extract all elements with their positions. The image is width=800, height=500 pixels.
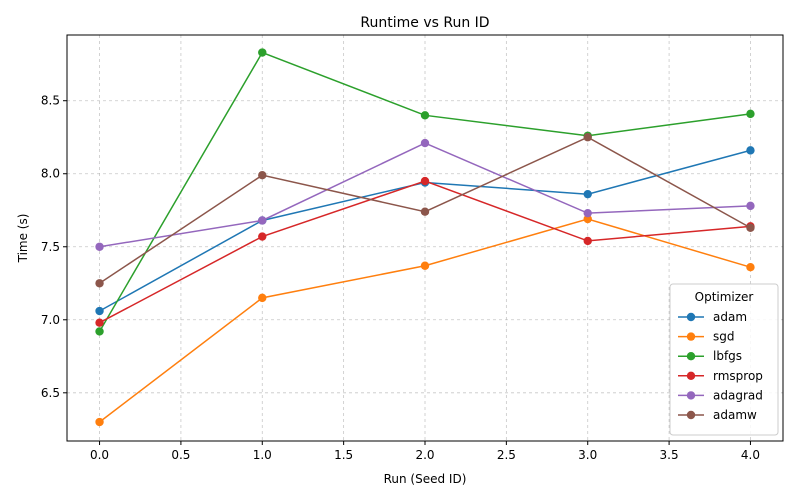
- legend-label: adagrad: [713, 388, 763, 402]
- x-tick-label: 1.0: [253, 448, 272, 462]
- y-tick-label: 8.5: [41, 94, 60, 108]
- legend-item-adam: adam: [678, 310, 747, 324]
- legend-title: Optimizer: [695, 290, 754, 304]
- legend-label: lbfgs: [713, 349, 742, 363]
- x-tick-label: 0.0: [90, 448, 109, 462]
- data-point-lbfgs: [746, 109, 755, 119]
- data-point-adamw: [420, 207, 430, 216]
- legend-items: adam sgd lbfgs rmsprop adagrad adamw: [678, 310, 763, 422]
- data-point-sgd: [420, 261, 430, 270]
- series-sgd: [95, 214, 755, 427]
- x-tick-label: 1.5: [334, 448, 353, 462]
- legend-item-adamw: adamw: [678, 408, 757, 422]
- legend-swatch-marker: [686, 391, 696, 400]
- series-line-adagrad: [99, 142, 751, 248]
- series-adamw: [95, 133, 755, 288]
- data-point-sgd: [746, 263, 755, 272]
- legend-label: sgd: [713, 330, 735, 344]
- data-point-adagrad: [583, 208, 592, 218]
- legend-swatch-marker: [686, 352, 696, 361]
- data-point-adam: [583, 189, 592, 199]
- legend-item-rmsprop: rmsprop: [678, 369, 763, 383]
- data-point-adagrad: [420, 138, 430, 148]
- series-layer: [95, 48, 755, 427]
- x-axis-label: Run (Seed ID): [384, 472, 467, 486]
- data-point-rmsprop: [583, 236, 592, 246]
- data-point-sgd: [583, 214, 592, 224]
- legend-item-adagrad: adagrad: [678, 388, 763, 402]
- x-tick-label: 4.0: [741, 448, 760, 462]
- y-tick-label: 7.0: [41, 313, 60, 327]
- legend-swatch-marker: [686, 332, 696, 341]
- x-tick-label: 0.5: [171, 448, 190, 462]
- x-tick-label: 2.0: [415, 448, 434, 462]
- data-point-rmsprop: [95, 318, 104, 327]
- data-point-adam: [746, 146, 755, 155]
- data-point-adamw: [258, 171, 267, 180]
- y-tick-label: 7.5: [41, 240, 60, 254]
- x-tick-label: 3.5: [660, 448, 679, 462]
- legend-swatch-marker: [686, 371, 696, 380]
- data-point-adagrad: [258, 216, 267, 225]
- legend-item-lbfgs: lbfgs: [678, 349, 742, 363]
- grid: [67, 35, 783, 441]
- y-axis: 6.5 7.0 7.5 8.0 8.5: [41, 94, 67, 400]
- legend-swatch-marker: [686, 410, 696, 420]
- x-tick-label: 2.5: [497, 448, 516, 462]
- legend-box: [669, 283, 779, 436]
- data-point-lbfgs: [258, 48, 267, 57]
- legend: Optimizer adamsgdlbfgsrmspropadagradadam…: [669, 283, 779, 436]
- legend-swatch-marker: [686, 312, 696, 322]
- legend-item-sgd: sgd: [678, 330, 735, 344]
- chart-title: Runtime vs Run ID: [360, 15, 489, 31]
- legend-label: adamw: [713, 408, 757, 422]
- y-tick-label: 6.5: [41, 386, 60, 400]
- data-point-sgd: [258, 293, 267, 303]
- x-tick-label: 3.0: [578, 448, 597, 462]
- data-point-adamw: [746, 223, 755, 232]
- data-point-rmsprop: [258, 232, 267, 241]
- data-point-adagrad: [95, 242, 104, 251]
- x-axis: 0.0 0.5 1.0 1.5 2.0 2.5 3.0 3.5 4.0: [90, 441, 760, 462]
- legend-label: rmsprop: [713, 369, 763, 383]
- data-point-lbfgs: [95, 327, 104, 336]
- data-point-adamw: [95, 279, 104, 288]
- series-adagrad: [95, 138, 755, 251]
- data-point-rmsprop: [420, 176, 430, 186]
- data-point-sgd: [95, 417, 104, 427]
- legend-label: adam: [713, 310, 747, 324]
- y-tick-label: 8.0: [41, 167, 60, 181]
- data-point-adagrad: [746, 201, 755, 211]
- data-point-adam: [95, 306, 104, 316]
- data-point-adamw: [583, 133, 592, 142]
- data-point-lbfgs: [420, 111, 430, 120]
- y-axis-label: Time (s): [16, 214, 30, 264]
